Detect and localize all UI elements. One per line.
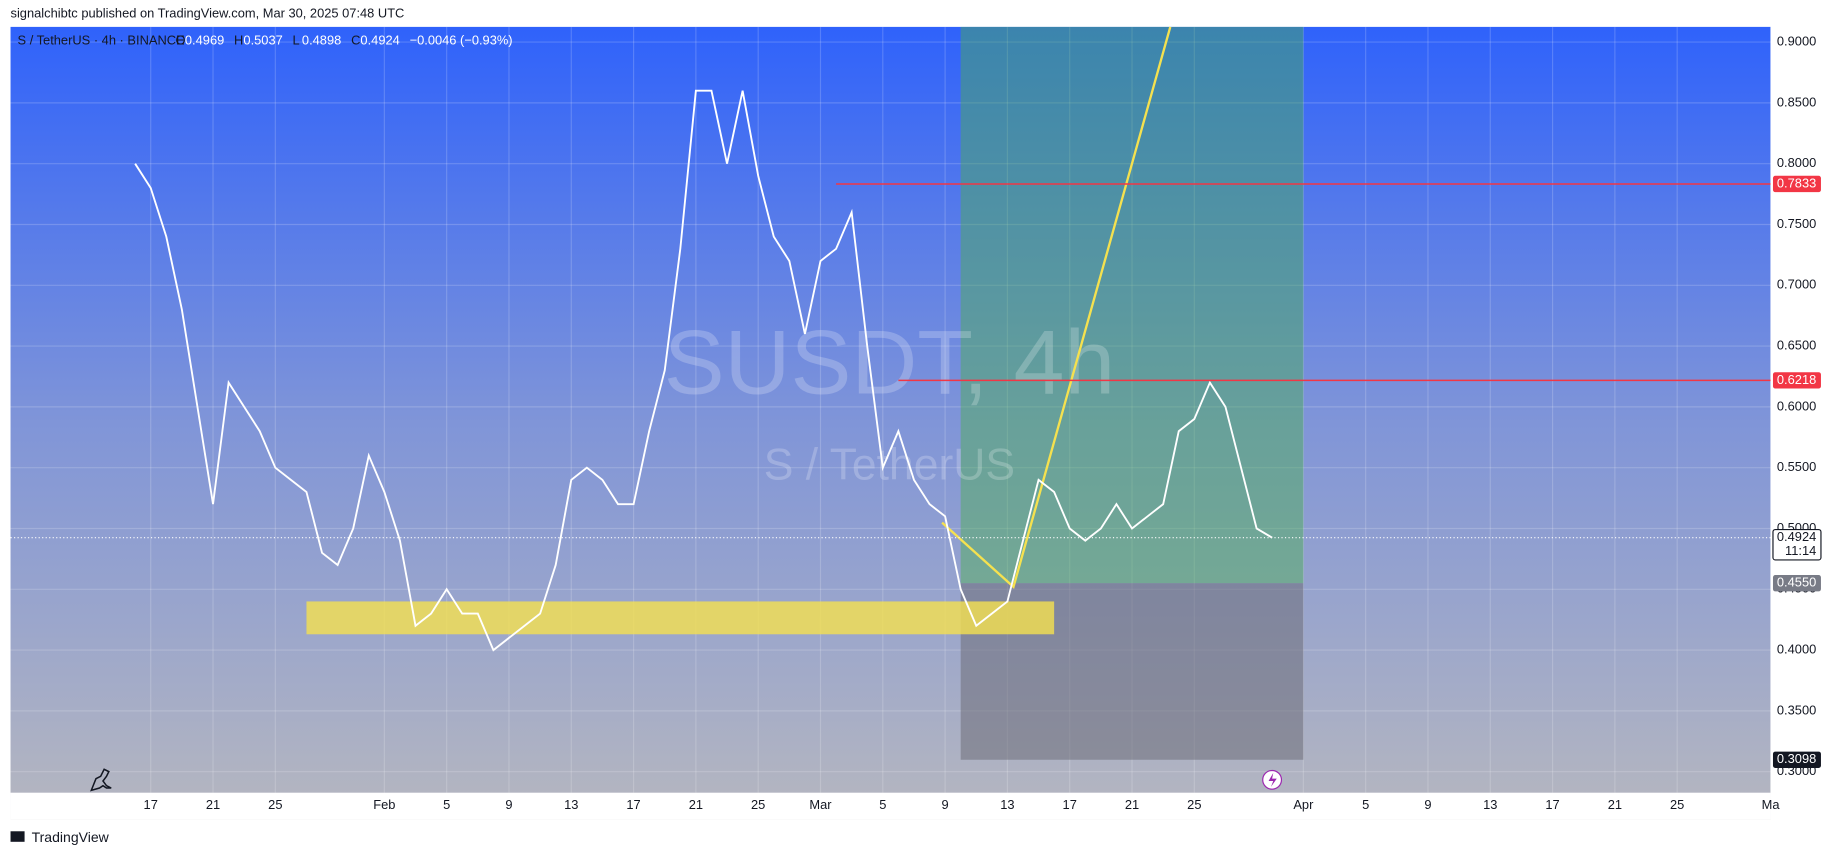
y-tick-label: 0.6500 bbox=[1777, 337, 1816, 352]
x-tick-label: 13 bbox=[564, 797, 578, 812]
level-label: 0.6218 bbox=[1777, 372, 1816, 387]
x-tick-label: 17 bbox=[1545, 797, 1559, 812]
publisher: signalchibtc published on TradingView.co… bbox=[11, 5, 405, 20]
ohlc-value: 0.4969 bbox=[185, 32, 224, 47]
x-tick-label: 25 bbox=[751, 797, 765, 812]
x-tick-label: 9 bbox=[942, 797, 949, 812]
change: −0.0046 (−0.93%) bbox=[410, 32, 513, 47]
time-axis bbox=[10, 792, 1771, 820]
y-tick-label: 0.8000 bbox=[1777, 155, 1816, 170]
event-bolt bbox=[1268, 772, 1277, 787]
x-tick-label: 21 bbox=[1608, 797, 1622, 812]
y-tick-label: 0.9000 bbox=[1777, 33, 1816, 48]
plot-area bbox=[10, 26, 1771, 820]
x-tick-label: 25 bbox=[1187, 797, 1201, 812]
x-tick-label: 9 bbox=[1424, 797, 1431, 812]
x-tick-label: 25 bbox=[268, 797, 282, 812]
last-price-label: 0.4924 bbox=[1777, 529, 1816, 544]
level-tag bbox=[1772, 175, 1821, 193]
countdown: 11:14 bbox=[1785, 543, 1816, 558]
level-label: 0.7833 bbox=[1777, 175, 1816, 190]
x-tick-label: 13 bbox=[1483, 797, 1497, 812]
x-tick-label: 13 bbox=[1000, 797, 1014, 812]
brand: TradingView bbox=[32, 829, 110, 845]
dino-icon[interactable] bbox=[89, 768, 112, 792]
x-tick-label: Apr bbox=[1293, 797, 1314, 812]
ohlc-key: C bbox=[351, 32, 360, 47]
watermark: SUSDT, 4h bbox=[664, 312, 1115, 414]
ohlc-key: L bbox=[293, 32, 300, 47]
entry-label: 0.4550 bbox=[1777, 575, 1816, 590]
symbol: S / TetherUS · 4h · BINANCE bbox=[18, 32, 185, 47]
demand-zone bbox=[306, 601, 1055, 635]
x-tick-label: Ma bbox=[1762, 797, 1781, 812]
ohlc-key: H bbox=[234, 32, 243, 47]
last-price-tag bbox=[1772, 528, 1822, 561]
ohlc-key: O bbox=[176, 32, 186, 47]
projection-line bbox=[941, 26, 1172, 590]
x-tick-label: 17 bbox=[1063, 797, 1077, 812]
x-tick-label: 25 bbox=[1670, 797, 1684, 812]
watermark-subtitle: S / TetherUS bbox=[764, 440, 1015, 489]
x-tick-label: 17 bbox=[626, 797, 640, 812]
stop-tag bbox=[1772, 751, 1821, 768]
ohlc-value: 0.5037 bbox=[243, 32, 282, 47]
x-tick-label: 21 bbox=[206, 797, 220, 812]
y-tick-label: 0.6000 bbox=[1777, 398, 1816, 413]
target-zone bbox=[960, 26, 1304, 584]
y-tick-label: 0.7500 bbox=[1777, 216, 1816, 231]
x-tick-label: 5 bbox=[879, 797, 886, 812]
x-tick-label: 21 bbox=[689, 797, 703, 812]
x-tick-label: 5 bbox=[443, 797, 450, 812]
x-tick-label: 21 bbox=[1125, 797, 1139, 812]
y-tick-label: 0.8500 bbox=[1777, 94, 1816, 109]
y-tick-label: 0.7000 bbox=[1777, 277, 1816, 292]
y-tick-label: 0.3500 bbox=[1777, 702, 1816, 717]
stop-label: 0.3098 bbox=[1777, 751, 1816, 766]
x-tick-label: Mar bbox=[809, 797, 832, 812]
price-axis bbox=[1770, 26, 1826, 820]
y-tick-label: 0.4000 bbox=[1777, 641, 1816, 656]
tv-logo bbox=[10, 831, 25, 842]
x-tick-label: 9 bbox=[505, 797, 512, 812]
y-tick-label: 0.5500 bbox=[1777, 459, 1816, 474]
entry-tag bbox=[1772, 575, 1821, 592]
x-tick-label: 5 bbox=[1362, 797, 1369, 812]
ohlc-value: 0.4924 bbox=[360, 32, 399, 47]
price-line bbox=[134, 89, 1273, 652]
ohlc-value: 0.4898 bbox=[302, 32, 341, 47]
level-tag bbox=[1772, 372, 1821, 389]
x-tick-label: Feb bbox=[373, 797, 395, 812]
legend-bar: S / TetherUS · 4h · BINANCE O 0.4969 H 0.50… bbox=[18, 32, 513, 47]
x-tick-label: 17 bbox=[144, 797, 158, 812]
